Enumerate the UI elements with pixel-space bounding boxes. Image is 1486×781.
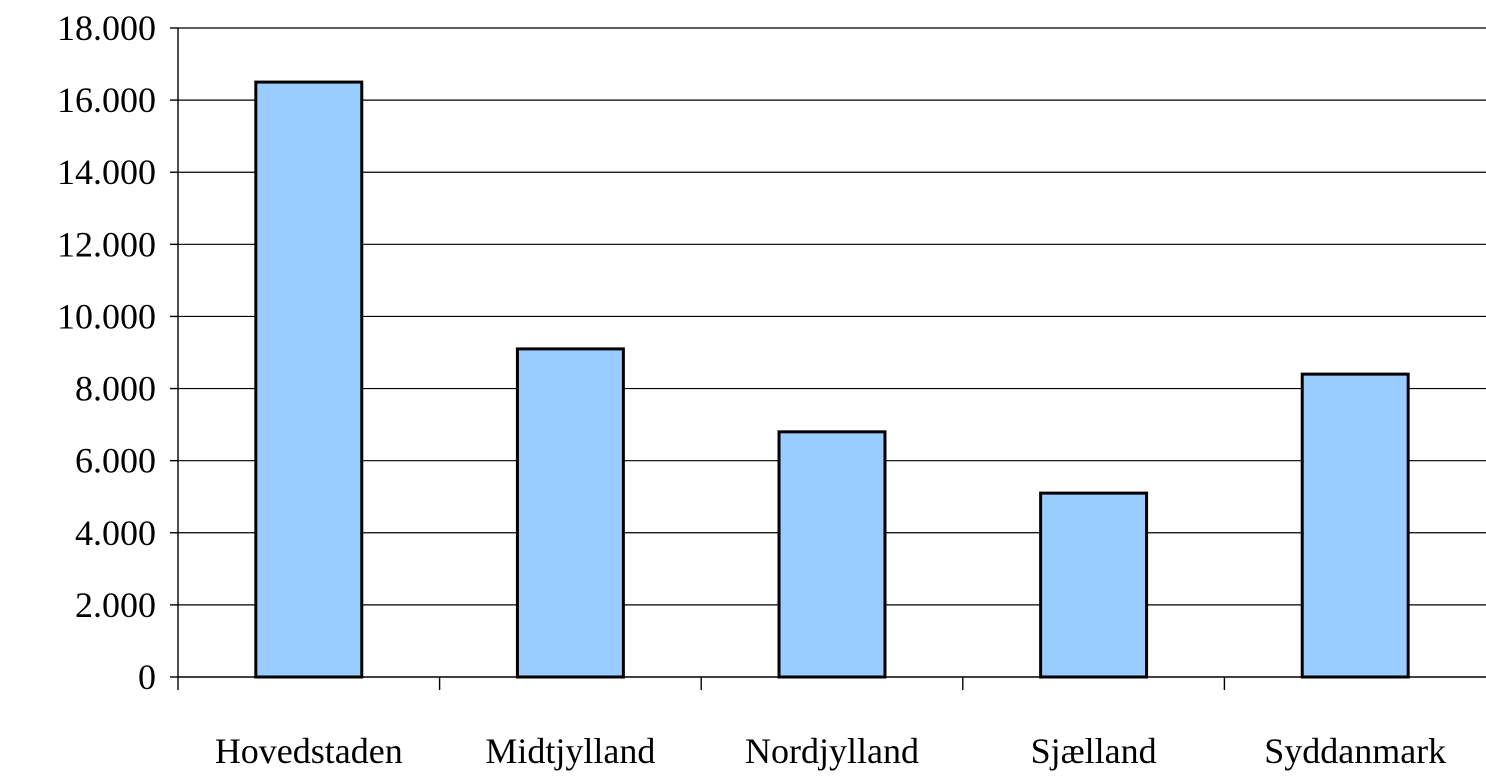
- x-category-label: Hovedstaden: [215, 731, 403, 771]
- bars: [254, 80, 1410, 679]
- y-tick-label: 8.000: [75, 369, 156, 409]
- axes: [170, 27, 1486, 690]
- y-tick-label: 14.000: [57, 152, 156, 192]
- bar-hovedstaden: [254, 80, 364, 679]
- y-tick-label: 2.000: [75, 585, 156, 625]
- y-tick-label: 0: [138, 657, 156, 697]
- bar-nordjylland: [777, 430, 887, 679]
- y-tick-label: 4.000: [75, 513, 156, 553]
- y-tick-label: 18.000: [57, 8, 156, 48]
- x-category-label: Syddanmark: [1264, 731, 1446, 771]
- y-tick-label: 16.000: [57, 80, 156, 120]
- bar-sjælland: [1039, 491, 1149, 679]
- y-tick-label: 10.000: [57, 296, 156, 336]
- x-axis-category-labels: Hovedstaden Midtjylland Nordjylland Sjællan…: [215, 731, 1446, 771]
- y-axis-tick-labels: 0 2.000 4.000 6.000 8.000 10.000 12.000 14.000 1…: [57, 8, 156, 697]
- y-tick-label: 6.000: [75, 441, 156, 481]
- y-tick-label: 12.000: [57, 224, 156, 264]
- x-category-label: Midtjylland: [485, 731, 655, 771]
- gridlines: [178, 27, 1486, 606]
- x-category-label: Sjælland: [1031, 731, 1157, 771]
- bar-midtjylland: [515, 347, 625, 679]
- bar-syddanmark: [1300, 372, 1410, 679]
- x-category-label: Nordjylland: [745, 731, 919, 771]
